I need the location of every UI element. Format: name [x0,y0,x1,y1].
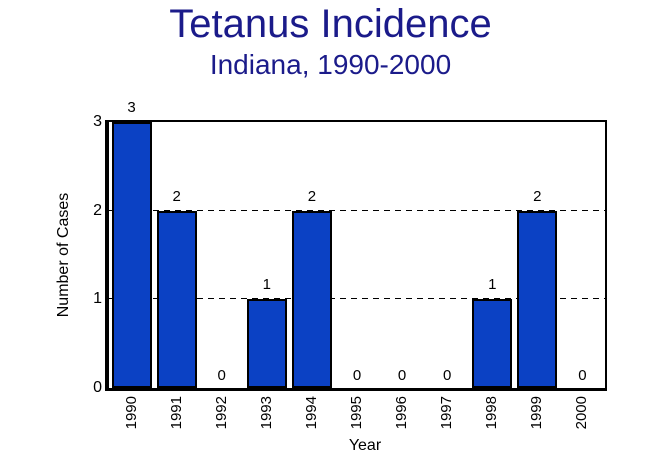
bar-1993 [246,299,287,388]
gridline-1 [109,298,605,300]
bar-1998 [472,299,513,388]
value-label-1993: 1 [262,276,271,294]
y-axis-title: Number of Cases [55,192,72,318]
value-label-1992: 0 [217,367,226,384]
bar-1999 [517,210,558,388]
gridline-2 [109,209,605,211]
y-tick-3: 3 [93,113,102,130]
x-axis-title: Year [348,437,382,454]
value-label-1995: 0 [352,367,362,384]
value-label-1997: 0 [442,367,452,384]
x-tick-1991: 1991 [167,396,185,430]
x-tick-1998: 1998 [483,396,501,430]
value-label-1998: 1 [488,276,497,294]
bar-1991 [156,210,197,388]
x-tick-1990: 1990 [122,396,140,430]
chart-title: Tetanus Incidence [169,2,492,46]
x-tick-2000: 2000 [573,396,591,430]
y-tick-2: 2 [93,201,102,219]
y-tick-1: 1 [93,290,102,308]
x-tick-1994: 1994 [302,396,320,430]
chart-subtitle: Indiana, 1990-2000 [209,49,452,80]
value-label-1994: 2 [307,187,317,205]
x-tick-1997: 1997 [438,396,456,430]
plot-area [105,120,607,391]
value-label-2000: 0 [578,367,587,384]
x-tick-1993: 1993 [257,396,275,430]
value-label-1996: 0 [397,367,407,384]
bar-1994 [291,210,332,388]
value-label-1990: 3 [127,99,136,116]
value-label-1991: 2 [172,187,181,205]
x-tick-1999: 1999 [528,396,546,430]
x-tick-1992: 1992 [212,396,230,430]
value-label-1999: 2 [533,187,542,205]
y-tick-0: 0 [93,379,102,396]
bar-1990 [111,122,152,388]
